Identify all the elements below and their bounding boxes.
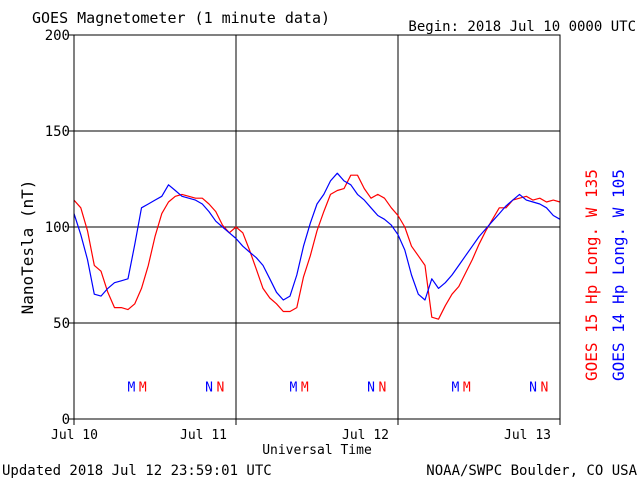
marker-n: N: [205, 380, 213, 395]
axis-ticks: 0 50 100 150 200 Jul 10 Jul 11 Jul 12 Jul 13: [45, 28, 561, 443]
series-line-goes15: [73, 174, 561, 320]
marker-m: M: [127, 380, 135, 395]
marker-n: N: [529, 380, 537, 395]
legend-goes14: GOES 14 Hp Long. W 105: [609, 169, 628, 381]
series-lines: [73, 172, 561, 320]
y-tick-label: 0: [62, 412, 70, 428]
marker-m: M: [289, 380, 297, 395]
x-tick-label: Jul 10: [51, 428, 98, 443]
marker-m: M: [301, 380, 309, 395]
marker-m: M: [451, 380, 459, 395]
y-axis-label: NanoTesla (nT): [18, 180, 37, 315]
marker-n: N: [217, 380, 225, 395]
y-tick-label: 200: [45, 28, 70, 44]
x-tick-label: Jul 11: [180, 428, 227, 443]
y-tick-label: 50: [53, 316, 70, 332]
marker-m: M: [463, 380, 471, 395]
x-tick-label: Jul 12: [342, 428, 389, 443]
y-tick-label: 150: [45, 124, 70, 140]
source-credit: NOAA/SWPC Boulder, CO USA: [426, 463, 637, 479]
marker-n: N: [367, 380, 375, 395]
grid-lines: [74, 35, 560, 419]
series-line-goes14: [73, 172, 561, 301]
marker-m: M: [139, 380, 147, 395]
y-tick-label: 100: [45, 220, 70, 236]
legend-goes15: GOES 15 Hp Long. W 135: [582, 169, 601, 381]
x-axis-label: Universal Time: [262, 443, 372, 458]
updated-timestamp: Updated 2018 Jul 12 23:59:01 UTC: [2, 463, 272, 479]
chart-title: GOES Magnetometer (1 minute data): [32, 9, 330, 27]
begin-label: Begin: 2018 Jul 10 0000 UTC: [408, 19, 636, 35]
marker-n: N: [541, 380, 549, 395]
marker-n: N: [379, 380, 387, 395]
x-tick-label: Jul 13: [504, 428, 551, 443]
